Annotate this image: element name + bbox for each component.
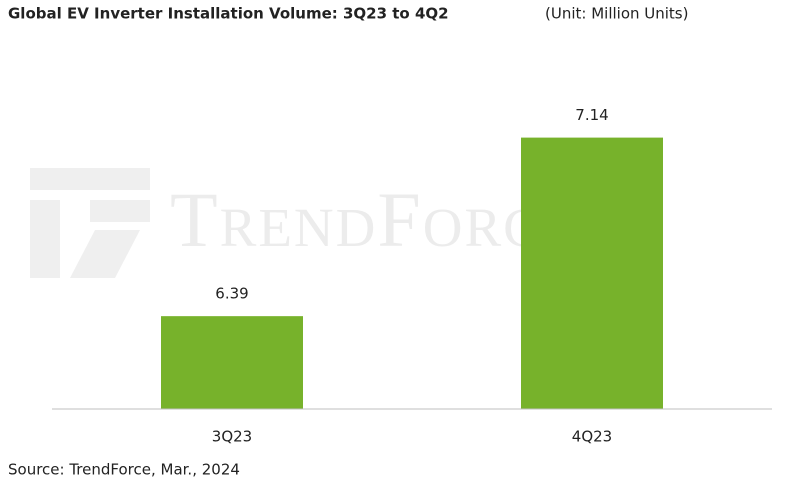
source: Source: TrendForce, Mar., 2024: [8, 461, 240, 479]
unit-label: (Unit: Million Units): [545, 5, 688, 23]
data-label: 6.39: [215, 285, 248, 303]
bar: [521, 137, 663, 409]
x-tick-label: 3Q23: [212, 428, 252, 446]
data-label: 7.14: [575, 106, 608, 124]
watermark-logo: [30, 168, 150, 278]
bar: [161, 316, 303, 409]
chart-title: Global EV Inverter Installation Volume: …: [8, 5, 449, 23]
watermark: TrendForce: [170, 176, 577, 263]
x-tick-label: 4Q23: [572, 428, 612, 446]
